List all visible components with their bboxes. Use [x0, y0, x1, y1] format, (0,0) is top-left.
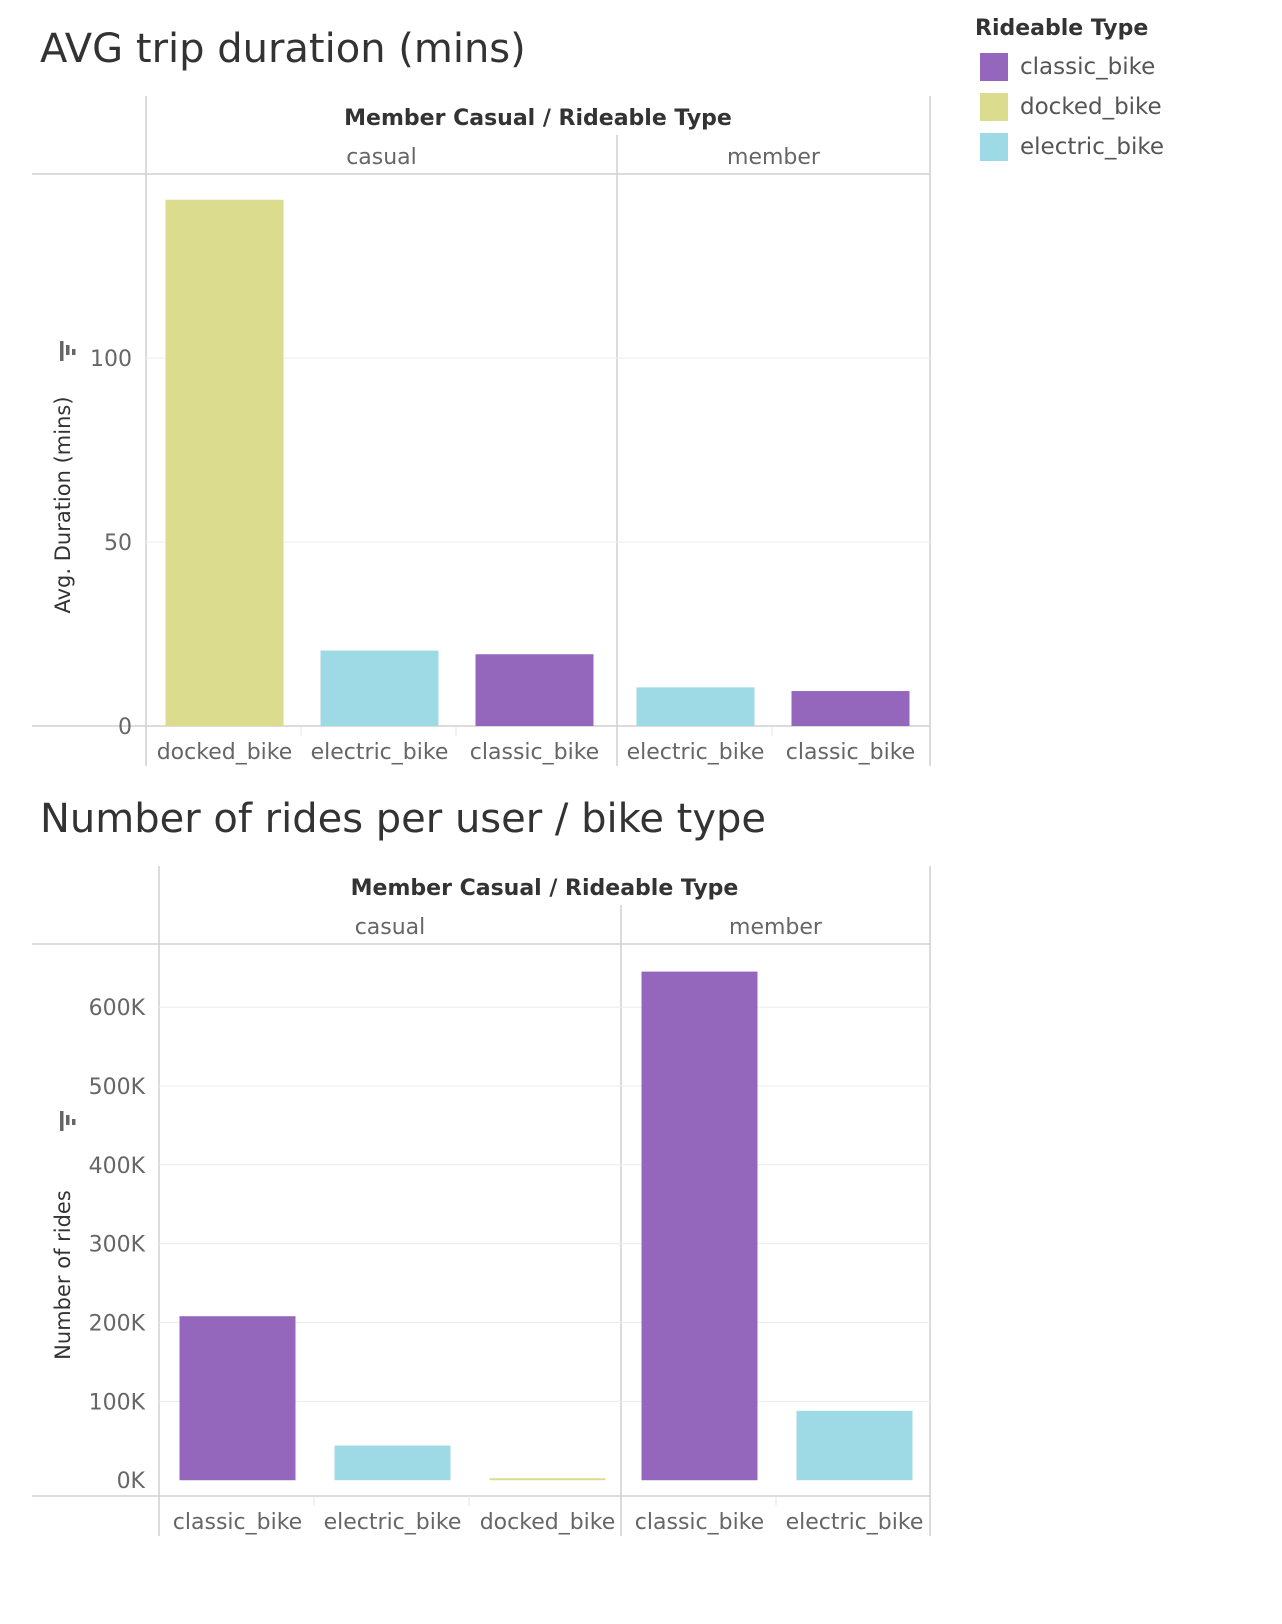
header-label: Member Casual / Rideable Type — [351, 876, 739, 901]
group-label-member: member — [727, 145, 821, 170]
sort-icon — [60, 341, 76, 361]
group-label-casual: casual — [346, 145, 417, 170]
legend-title: Rideable Type — [975, 16, 1149, 41]
header-label: Member Casual / Rideable Type — [344, 106, 732, 131]
y-tick-label: 100 — [90, 347, 132, 372]
bar-casual-classic_bike — [179, 1316, 296, 1481]
bar-casual-docked_bike — [489, 1478, 606, 1481]
group-label-member: member — [729, 915, 823, 940]
legend-item-electric[interactable]: electric_bike — [975, 127, 1164, 167]
x-tick-label: electric_bike — [786, 1510, 924, 1535]
bar-member-electric_bike — [636, 687, 755, 726]
legend: Rideable Type classic_bike docked_bike e… — [975, 16, 1164, 167]
group-label-casual: casual — [355, 915, 426, 940]
legend-item-docked[interactable]: docked_bike — [975, 87, 1164, 127]
x-tick-label: classic_bike — [786, 740, 915, 765]
sort-icon-bar — [60, 1111, 64, 1131]
x-tick-label: electric_bike — [627, 740, 765, 765]
x-tick-label: classic_bike — [470, 740, 599, 765]
bar-member-classic_bike — [791, 691, 910, 726]
y-axis-title: Number of rides — [51, 1190, 75, 1360]
legend-label-docked: docked_bike — [1020, 94, 1162, 120]
bar-member-classic_bike — [641, 971, 758, 1481]
bar-casual-docked_bike — [165, 199, 284, 726]
sort-icon-bar — [66, 1115, 70, 1125]
legend-swatch-electric — [980, 133, 1008, 161]
y-tick-label: 0 — [118, 715, 132, 740]
chart-2-title: Number of rides per user / bike type — [40, 796, 767, 842]
y-tick-label: 300K — [89, 1233, 146, 1258]
x-tick-label: electric_bike — [324, 1510, 462, 1535]
x-tick-label: electric_bike — [311, 740, 449, 765]
legend-swatch-docked — [980, 93, 1008, 121]
bar-casual-classic_bike — [475, 654, 594, 726]
y-tick-label: 600K — [89, 996, 146, 1021]
y-tick-label: 100K — [89, 1390, 146, 1415]
sort-icon-bar — [72, 349, 76, 355]
y-tick-label: 200K — [89, 1312, 146, 1337]
x-tick-label: classic_bike — [173, 1510, 302, 1535]
x-tick-label: docked_bike — [480, 1510, 616, 1535]
x-tick-label: docked_bike — [157, 740, 293, 765]
legend-label-electric: electric_bike — [1020, 134, 1164, 160]
legend-swatch-classic — [980, 53, 1008, 81]
bar-casual-electric_bike — [320, 650, 439, 726]
legend-item-classic[interactable]: classic_bike — [975, 47, 1164, 87]
x-tick-label: classic_bike — [635, 1510, 764, 1535]
bar-casual-electric_bike — [334, 1445, 451, 1481]
y-tick-label: 50 — [104, 531, 132, 556]
avg-duration-chart: Member Casual / Rideable Type 0 50 100 Avg. … — [32, 96, 931, 766]
chart-1-title: AVG trip duration (mins) — [40, 26, 526, 72]
sort-icon — [60, 1111, 76, 1131]
rides-count-chart: Member Casual / Rideable Type 0K 100K 200K 3… — [32, 866, 931, 1536]
sort-icon-bar — [66, 345, 70, 355]
legend-label-classic: classic_bike — [1020, 54, 1156, 80]
sort-icon-bar — [72, 1119, 76, 1125]
sort-icon-bar — [60, 341, 64, 361]
y-tick-label: 400K — [89, 1154, 146, 1179]
bar-member-electric_bike — [796, 1410, 913, 1481]
y-tick-label: 0K — [117, 1469, 146, 1494]
y-tick-label: 500K — [89, 1075, 146, 1100]
y-axis-title: Avg. Duration (mins) — [51, 396, 75, 613]
